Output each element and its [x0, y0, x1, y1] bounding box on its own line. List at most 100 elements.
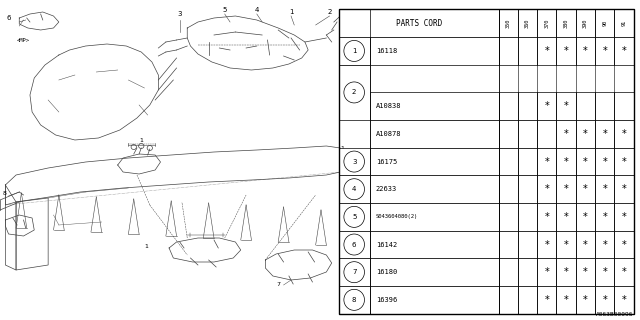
Text: *: * — [545, 267, 549, 277]
Circle shape — [344, 234, 364, 255]
Bar — [614, 258, 634, 286]
Bar — [614, 175, 634, 203]
Text: A10838: A10838 — [376, 103, 401, 109]
Bar — [614, 120, 634, 148]
Circle shape — [344, 262, 364, 283]
Bar — [557, 258, 576, 286]
Bar — [518, 258, 537, 286]
Text: *: * — [602, 46, 607, 56]
Text: 5: 5 — [352, 214, 356, 220]
Bar — [369, 120, 499, 148]
Text: *: * — [602, 267, 607, 277]
Text: *: * — [602, 240, 607, 250]
Text: *: * — [621, 240, 627, 250]
Bar — [557, 175, 576, 203]
Circle shape — [344, 82, 364, 103]
Text: *: * — [583, 295, 588, 305]
Text: *: * — [602, 295, 607, 305]
Bar — [369, 231, 499, 258]
Text: *: * — [621, 212, 627, 222]
Bar — [576, 258, 595, 286]
Bar — [369, 148, 499, 175]
Text: *: * — [564, 295, 568, 305]
Bar — [557, 148, 576, 175]
Bar — [339, 175, 369, 203]
Bar — [614, 231, 634, 258]
Text: *: * — [545, 240, 549, 250]
Bar — [499, 203, 518, 231]
Bar — [518, 286, 537, 314]
Text: 8: 8 — [2, 191, 6, 196]
Bar — [518, 148, 537, 175]
Text: *: * — [564, 267, 568, 277]
Text: *: * — [602, 129, 607, 139]
Bar — [595, 148, 614, 175]
Bar — [537, 258, 557, 286]
Bar — [614, 37, 634, 65]
Text: S043604080(2): S043604080(2) — [376, 214, 418, 220]
Bar — [614, 203, 634, 231]
Bar — [614, 148, 634, 175]
Circle shape — [344, 40, 364, 61]
Circle shape — [344, 206, 364, 228]
Text: *: * — [621, 129, 627, 139]
Text: A10878: A10878 — [376, 131, 401, 137]
Text: *: * — [564, 156, 568, 167]
Circle shape — [344, 289, 364, 310]
Bar — [537, 175, 557, 203]
Text: *: * — [621, 156, 627, 167]
Bar — [576, 120, 595, 148]
Bar — [339, 203, 369, 231]
Bar — [537, 203, 557, 231]
Text: 7: 7 — [352, 269, 356, 275]
Bar — [499, 258, 518, 286]
Text: 360: 360 — [525, 19, 530, 28]
Bar — [499, 175, 518, 203]
Text: 3: 3 — [352, 159, 356, 164]
Text: *: * — [545, 212, 549, 222]
Bar — [499, 10, 518, 37]
Text: *: * — [545, 101, 549, 111]
Bar — [595, 120, 614, 148]
Text: *: * — [621, 184, 627, 194]
Bar — [595, 258, 614, 286]
Text: *: * — [621, 267, 627, 277]
Text: 4: 4 — [255, 7, 259, 13]
Text: *: * — [583, 267, 588, 277]
Text: 16180: 16180 — [376, 269, 397, 275]
Bar — [518, 92, 537, 120]
Bar — [518, 203, 537, 231]
Bar — [518, 37, 537, 65]
Bar — [595, 286, 614, 314]
Text: 1: 1 — [340, 146, 344, 151]
Text: 90: 90 — [602, 20, 607, 27]
Text: 1: 1 — [140, 138, 143, 143]
Text: 1: 1 — [145, 244, 148, 249]
Bar — [499, 92, 518, 120]
Text: PARTS CORD: PARTS CORD — [396, 19, 442, 28]
Bar — [614, 286, 634, 314]
Bar — [557, 231, 576, 258]
Bar — [537, 231, 557, 258]
Bar — [499, 231, 518, 258]
Text: *: * — [545, 295, 549, 305]
Bar — [518, 231, 537, 258]
Bar — [576, 148, 595, 175]
Circle shape — [344, 151, 364, 172]
Bar — [557, 286, 576, 314]
Text: 16142: 16142 — [376, 242, 397, 248]
Bar — [537, 120, 557, 148]
Text: *: * — [564, 46, 568, 56]
Circle shape — [139, 143, 144, 148]
Text: 8: 8 — [352, 297, 356, 303]
Bar — [537, 10, 557, 37]
Bar — [576, 37, 595, 65]
Bar — [576, 231, 595, 258]
Bar — [339, 65, 369, 120]
Text: *: * — [545, 156, 549, 167]
Bar — [369, 175, 499, 203]
Bar — [595, 231, 614, 258]
Bar — [537, 286, 557, 314]
Text: 1: 1 — [340, 254, 344, 259]
Text: *: * — [564, 129, 568, 139]
